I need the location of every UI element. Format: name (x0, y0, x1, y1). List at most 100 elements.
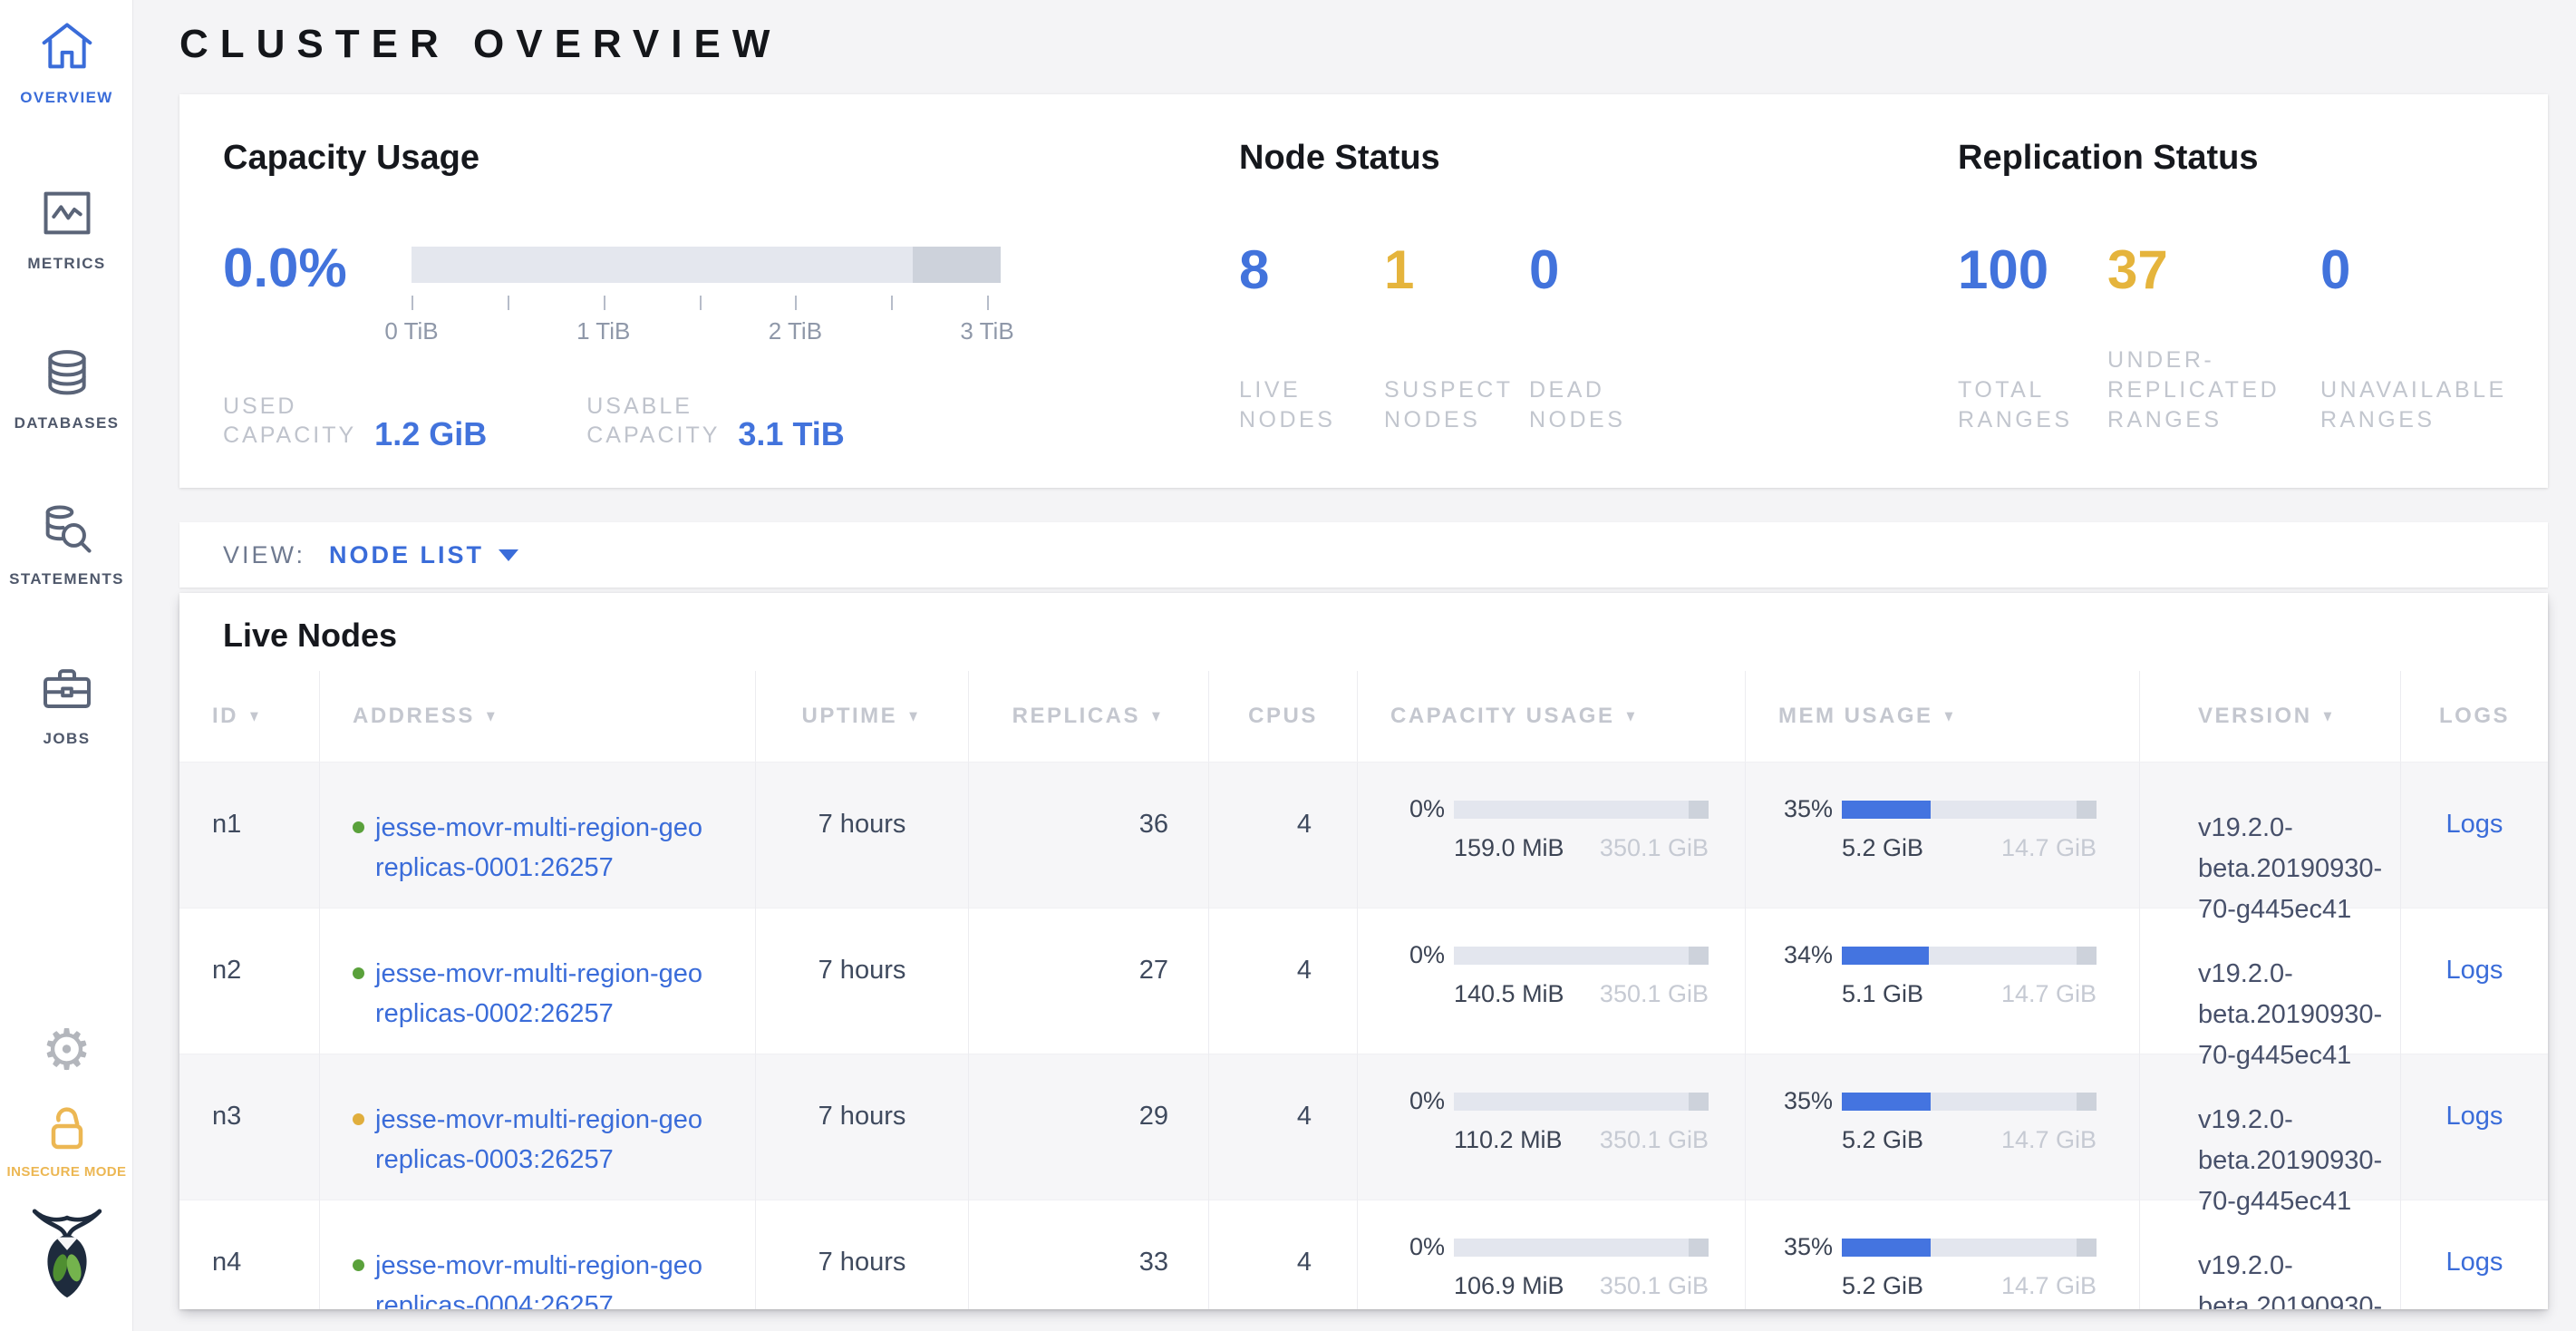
node-uptime: 7 hours (756, 1054, 969, 1222)
chevron-down-icon (499, 549, 519, 561)
column-header: LOGS (2438, 704, 2510, 728)
node-replicas: 29 (969, 1054, 1209, 1222)
node-version: v19.2.0- beta.20190930- 70-g445ec41 (2140, 908, 2401, 1076)
address-line-2: replicas-0004:26257 (375, 1291, 614, 1309)
live-nodes-panel: Live Nodes ID ▼ ADDRESS ▼ UPTIME ▼ REPLICAS ▼ CP… (179, 593, 2548, 1309)
live-nodes-stat: 8 LIVE NODES (1239, 241, 1384, 435)
node-address-link[interactable]: jesse-movr-multi-region-geo replicas-000… (375, 1100, 702, 1222)
stat-value: 0 (2320, 239, 2351, 300)
memory-bar (1842, 800, 2097, 819)
capacity-bar (1454, 1238, 1709, 1257)
node-version: v19.2.0- beta.20190930- (2140, 1200, 2401, 1309)
column-header: CPUS (1209, 671, 1358, 762)
node-status-dot (353, 821, 364, 833)
mem-total: 14.7 GiB (2000, 834, 2097, 861)
replication-status-section: Replication Status 100 TOTAL RANGES 37 UN… (1954, 94, 2548, 488)
stat-label: SUSPECT NODES (1384, 377, 1514, 432)
column-header[interactable]: MEM USAGE ▼ (1746, 671, 2140, 762)
sidebar-item-statements[interactable]: STATEMENTS (0, 500, 133, 588)
under-replicated-ranges-stat: 37 UNDER- REPLICATED RANGES (2107, 241, 2320, 435)
capacity-used: 140.5 MiB (1454, 980, 1564, 1007)
mem-used: 5.2 GiB (1842, 834, 1924, 861)
column-header[interactable]: ADDRESS ▼ (320, 671, 756, 762)
sort-arrow-icon: ▼ (2320, 707, 2337, 725)
stat-value: 37 (2107, 239, 2168, 300)
address-line-2: replicas-0001:26257 (375, 853, 614, 882)
address-line-1: jesse-movr-multi-region-geo (375, 1251, 702, 1280)
statements-search-icon (38, 500, 96, 558)
sort-arrow-icon: ▼ (906, 707, 923, 725)
total-ranges-stat: 100 TOTAL RANGES (1958, 241, 2107, 435)
cluster-summary-panel: Capacity Usage 0.0% 0 TiB 1 TiB 2 TiB 3 … (179, 94, 2548, 488)
mem-used: 5.1 GiB (1842, 980, 1924, 1007)
memory-bar (1842, 946, 2097, 965)
mem-pct: 35% (1783, 795, 1833, 822)
node-memory-cell: 35% 5.2 GiB 14.7 GiB (1746, 1200, 2140, 1309)
capacity-percent: 0.0% (223, 238, 347, 298)
capacity-pct: 0% (1409, 941, 1445, 968)
logs-link[interactable]: Logs (2445, 1102, 2503, 1131)
gear-icon[interactable]: ⚙ (41, 1019, 92, 1082)
node-cpus: 4 (1209, 1200, 1358, 1309)
view-dropdown[interactable]: NODE LIST (329, 540, 519, 569)
mem-pct: 35% (1783, 1087, 1833, 1114)
column-header[interactable]: REPLICAS ▼ (969, 671, 1209, 762)
address-line-2: replicas-0002:26257 (375, 999, 614, 1028)
logs-link[interactable]: Logs (2445, 810, 2503, 839)
dead-nodes-stat: 0 DEAD NODES (1529, 241, 1674, 435)
sidebar-item-jobs[interactable]: JOBS (0, 659, 133, 748)
node-address-link[interactable]: jesse-movr-multi-region-geo replicas-000… (375, 1246, 702, 1309)
insecure-mode-label: INSECURE MODE (6, 1164, 127, 1180)
memory-bar (1842, 1238, 2097, 1257)
node-capacity-cell: 0% 106.9 MiB 350.1 GiB (1358, 1200, 1746, 1309)
axis-label: 3 TiB (960, 317, 1014, 345)
stat-label: UNAVAILABLE RANGES (2320, 377, 2507, 432)
capacity-used: 159.0 MiB (1454, 834, 1564, 861)
sort-arrow-icon: ▼ (1149, 707, 1166, 725)
sidebar-item-overview[interactable]: OVERVIEW (0, 18, 133, 107)
sidebar-item-metrics[interactable]: METRICS (0, 184, 133, 273)
capacity-usage-title: Capacity Usage (223, 139, 480, 177)
capacity-bar (1454, 800, 1709, 819)
capacity-total: 350.1 GiB (1599, 834, 1709, 861)
sidebar-item-databases[interactable]: DATABASES (0, 344, 133, 432)
view-dropdown-value: NODE LIST (329, 540, 485, 568)
logs-link[interactable]: Logs (2445, 1248, 2503, 1277)
sort-arrow-icon: ▼ (1623, 707, 1640, 725)
capacity-pct: 0% (1409, 1087, 1445, 1114)
column-header[interactable]: CAPACITY USAGE ▼ (1358, 671, 1746, 762)
table-row: n1 jesse-movr-multi-region-geo replicas-… (179, 762, 2548, 930)
table-row: n3 jesse-movr-multi-region-geo replicas-… (179, 1054, 2548, 1222)
capacity-used: 106.9 MiB (1454, 1272, 1564, 1299)
mem-total: 14.7 GiB (2000, 1272, 2097, 1299)
briefcase-icon (38, 659, 96, 717)
address-line-1: jesse-movr-multi-region-geo (375, 1105, 702, 1134)
table-header-row: ID ▼ ADDRESS ▼ UPTIME ▼ REPLICAS ▼ CPUS CAPACITY … (179, 671, 2548, 762)
node-replicas: 33 (969, 1200, 1209, 1309)
capacity-axis: 0 TiB 1 TiB 2 TiB 3 TiB (384, 294, 1014, 359)
stat-label: LIVE NODES (1239, 377, 1336, 432)
axis-label: 1 TiB (576, 317, 631, 345)
node-address-link[interactable]: jesse-movr-multi-region-geo replicas-000… (375, 808, 702, 930)
capacity-pct: 0% (1409, 795, 1445, 822)
insecure-mode-badge: INSECURE MODE (0, 1099, 133, 1180)
sidebar-item-label: DATABASES (14, 414, 120, 432)
logs-link[interactable]: Logs (2445, 956, 2503, 985)
main-content: CLUSTER OVERVIEW Capacity Usage 0.0% 0 T… (134, 0, 2576, 1331)
page-title: CLUSTER OVERVIEW (179, 22, 782, 66)
node-cpus: 4 (1209, 763, 1358, 930)
capacity-bar (1454, 1092, 1709, 1111)
column-header[interactable]: ID ▼ (179, 671, 320, 762)
usable-capacity-value: 3.1 TiB (738, 415, 845, 452)
column-header[interactable]: VERSION ▼ (2140, 671, 2401, 762)
node-memory-cell: 35% 5.2 GiB 14.7 GiB (1746, 1054, 2140, 1222)
stat-value: 1 (1384, 239, 1415, 300)
node-address-link[interactable]: jesse-movr-multi-region-geo replicas-000… (375, 954, 702, 1076)
column-header[interactable]: UPTIME ▼ (756, 671, 969, 762)
usable-capacity-label: USABLE CAPACITY (586, 393, 721, 448)
used-capacity-stat: USED CAPACITY 1.2 GiB (223, 392, 487, 451)
node-status-dot (353, 967, 364, 979)
stat-value: 8 (1239, 239, 1270, 300)
sidebar-item-label: STATEMENTS (9, 570, 124, 588)
memory-bar (1842, 1092, 2097, 1111)
